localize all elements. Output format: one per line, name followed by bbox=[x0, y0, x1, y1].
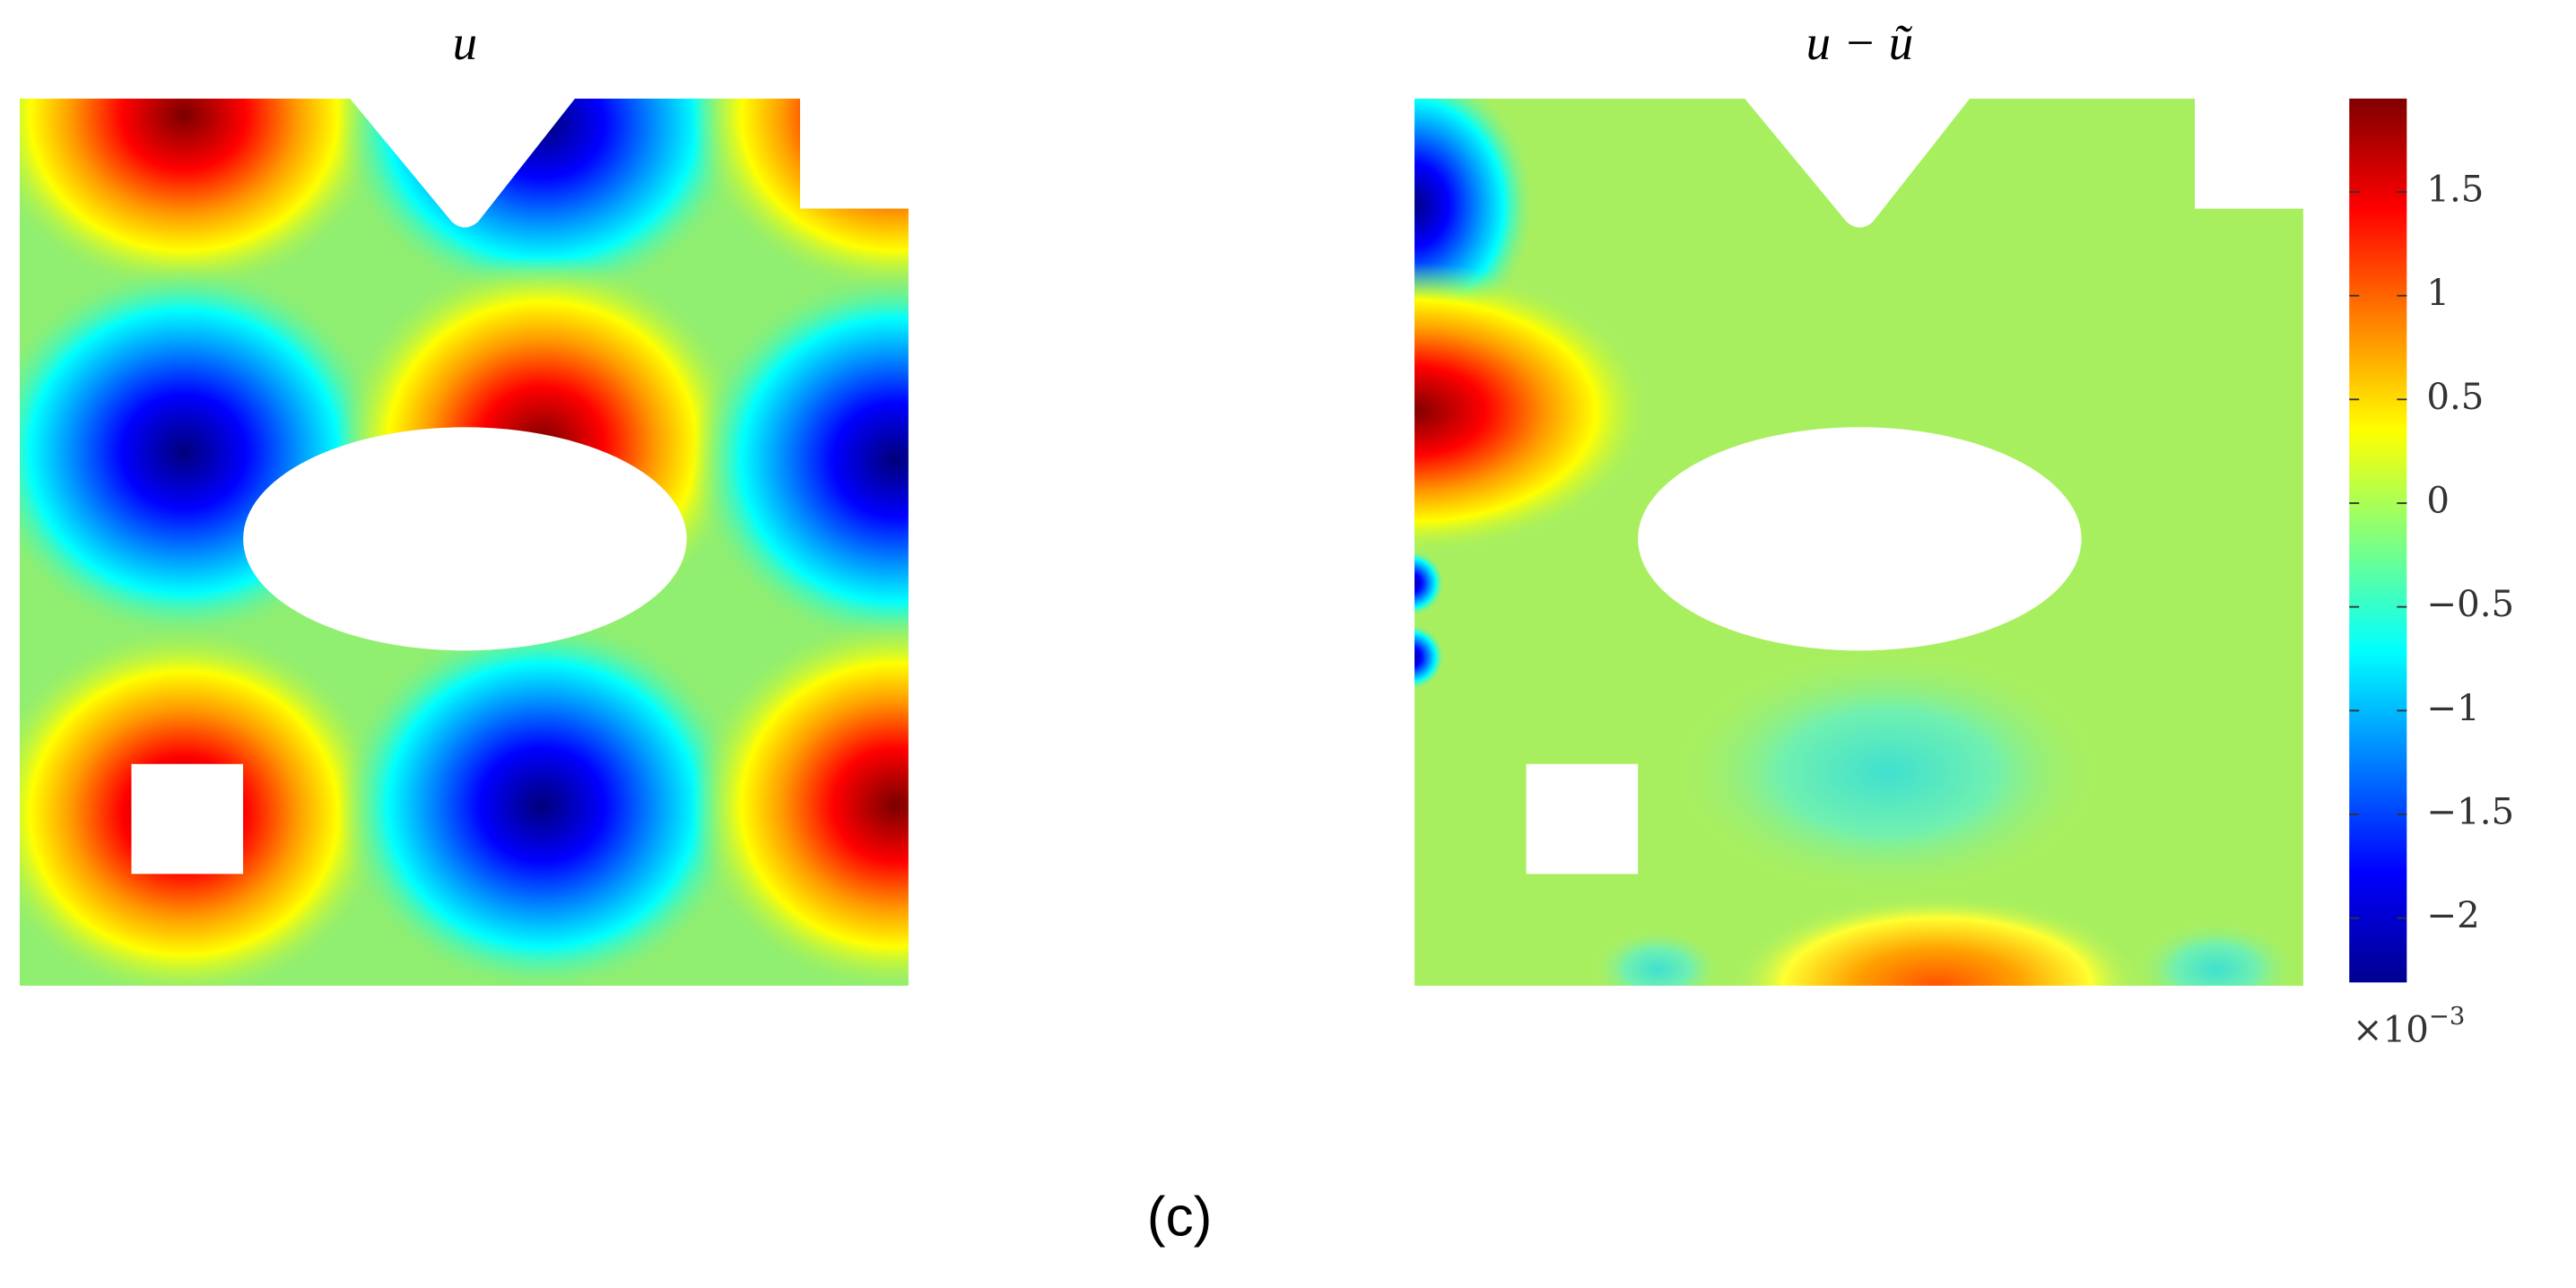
multiplier-base: ×10 bbox=[2353, 1008, 2429, 1050]
caption: (c) bbox=[1147, 1186, 1213, 1248]
colorbar-tick-label: 1.5 bbox=[2426, 168, 2484, 210]
colorbar-axis: 1.5 1 0.5 0 −0.5 −1 −1.5 −2 bbox=[2349, 168, 2514, 936]
panel-title: u bbox=[453, 15, 477, 70]
colorbar-tick-label: 1 bbox=[2426, 272, 2450, 314]
colorbar-tick-label: 0.5 bbox=[2426, 376, 2484, 418]
multiplier-exponent: −3 bbox=[2429, 1002, 2466, 1030]
field-error bbox=[1414, 98, 2303, 986]
panel-title: u − ũ bbox=[1806, 15, 1913, 70]
colorbar-multiplier: ×10−3 bbox=[2353, 1002, 2466, 1049]
colorbar bbox=[2349, 98, 2407, 983]
colorbar-tick-label: 0 bbox=[2426, 479, 2450, 521]
colorbar-tick-label: −1.5 bbox=[2426, 790, 2514, 832]
colorbar-tick-label: −2 bbox=[2426, 894, 2479, 936]
colorbar-tick-label: −1 bbox=[2426, 687, 2479, 729]
field-u bbox=[19, 98, 909, 986]
colorbar-tick-label: −0.5 bbox=[2426, 583, 2514, 625]
